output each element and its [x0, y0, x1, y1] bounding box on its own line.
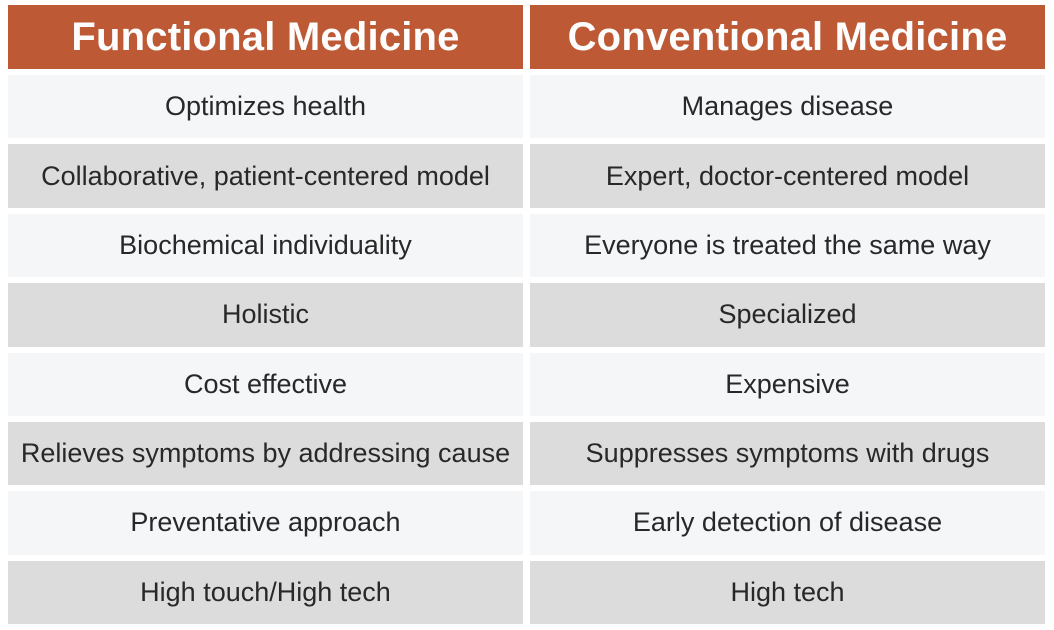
table-cell: Relieves symptoms by addressing cause [8, 421, 523, 486]
table-cell: Everyone is treated the same way [530, 213, 1045, 278]
table-cell: Expensive [530, 352, 1045, 416]
column-header-conventional-medicine: Conventional Medicine [530, 5, 1045, 69]
table-cell: Early detection of disease [530, 491, 1045, 555]
table-cell: Preventative approach [8, 491, 523, 555]
column-conventional-medicine: Conventional Medicine Manages disease Expe… [530, 5, 1045, 624]
table-cell: Expert, doctor-centered model [530, 144, 1045, 208]
table-cell: Cost effective [8, 352, 523, 416]
column-header-functional-medicine: Functional Medicine [8, 5, 523, 69]
table-cell: Biochemical individuality [8, 213, 523, 278]
table-cell: High tech [530, 560, 1045, 624]
table-cell: Optimizes health [8, 75, 523, 139]
column-functional-medicine: Functional Medicine Optimizes health Colla… [8, 5, 523, 624]
table-cell: Collaborative, patient-centered model [8, 144, 523, 208]
table-cell: Manages disease [530, 75, 1045, 139]
table-cell: Specialized [530, 283, 1045, 347]
table-cell: High touch/High tech [8, 560, 523, 624]
table-cell: Holistic [8, 283, 523, 347]
table-cell: Suppresses symptoms with drugs [530, 421, 1045, 486]
